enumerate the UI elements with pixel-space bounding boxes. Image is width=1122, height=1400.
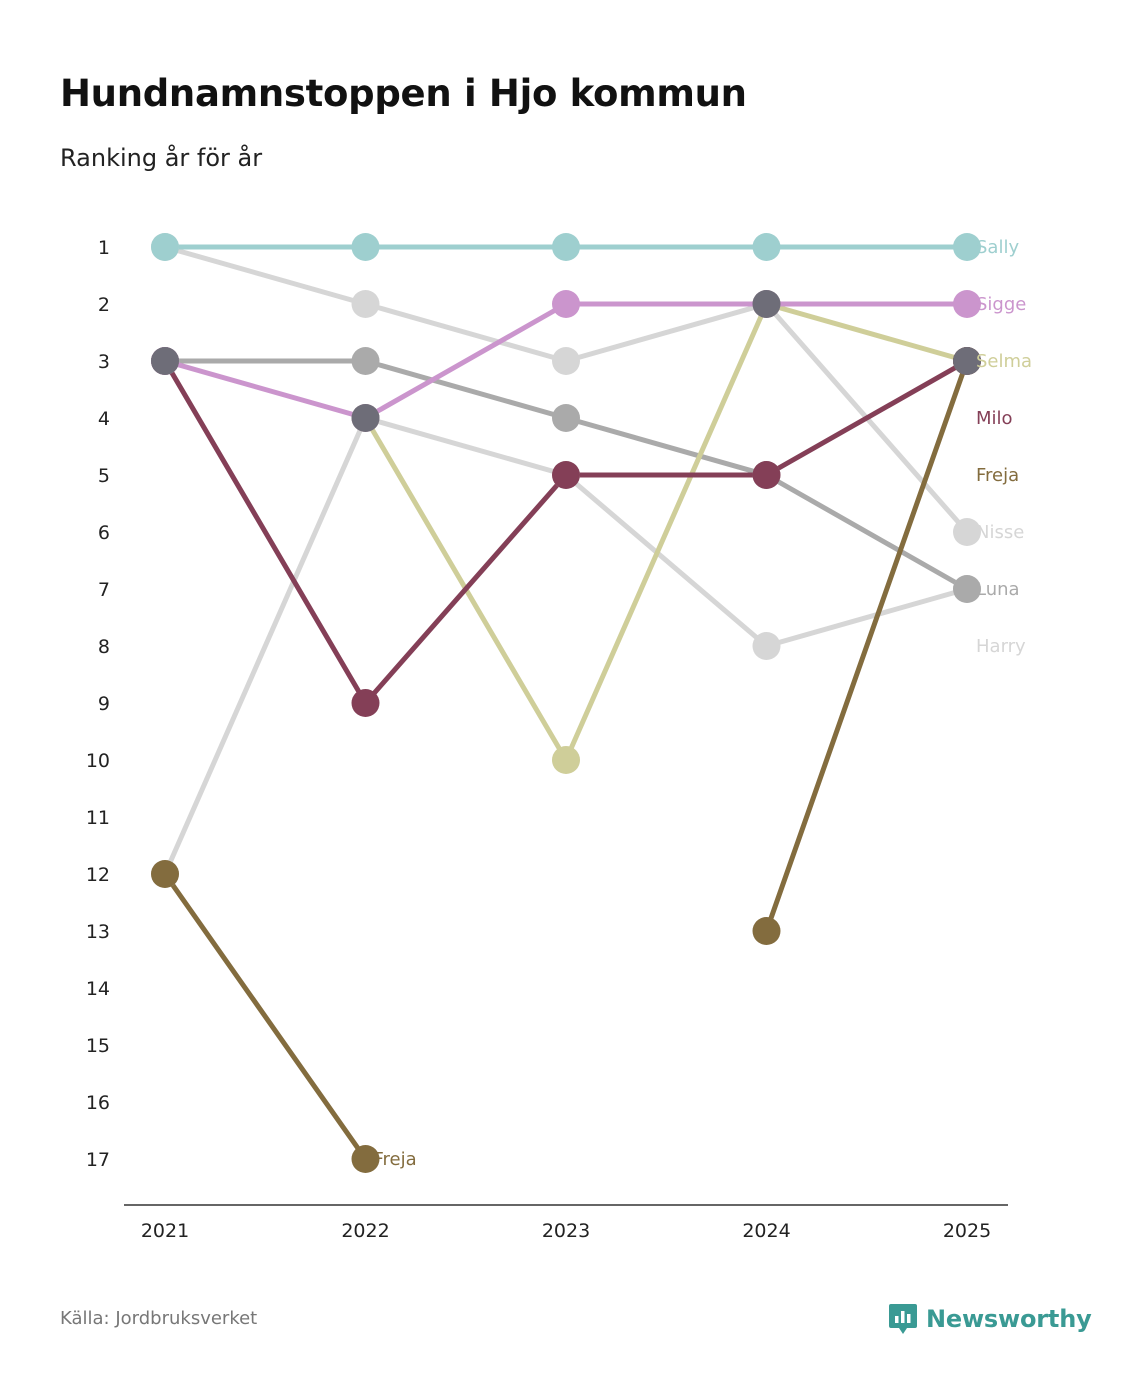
- brand-logo[interactable]: Newsworthy: [888, 1302, 1092, 1336]
- series-line-segment: [563, 472, 769, 649]
- overlap-data-point: [351, 404, 380, 432]
- y-tick-label: 3: [98, 351, 110, 373]
- series-end-label: Sigge: [976, 294, 1026, 315]
- series-line-segment: [764, 301, 970, 364]
- data-point: [552, 290, 580, 318]
- data-point: [351, 1145, 380, 1173]
- series-line-segment: [162, 871, 368, 1162]
- newsworthy-logo-icon: [889, 1304, 917, 1334]
- series-luna: [162, 358, 970, 592]
- series-freja: [162, 358, 970, 1162]
- data-point: [351, 233, 380, 261]
- series-line-segment: [563, 301, 769, 364]
- x-tick-label: 2021: [141, 1220, 189, 1242]
- chart-subtitle: Ranking år för år: [60, 144, 263, 172]
- y-tick-label: 16: [86, 1092, 110, 1114]
- series-line-segment: [363, 415, 569, 478]
- series-inline-label: Freja: [374, 1149, 417, 1170]
- data-point: [953, 233, 981, 261]
- y-tick-label: 15: [86, 1035, 110, 1057]
- data-point: [552, 233, 580, 261]
- x-tick-label: 2023: [542, 1220, 590, 1242]
- series-line-segment: [563, 415, 769, 478]
- y-tick-label: 5: [98, 465, 110, 487]
- x-tick-label: 2022: [341, 1220, 389, 1242]
- overlap-data-point: [151, 347, 179, 375]
- x-tick-label: 2024: [742, 1220, 790, 1242]
- y-tick-label: 17: [86, 1149, 110, 1171]
- y-tick-label: 13: [86, 921, 110, 943]
- data-point: [351, 290, 380, 318]
- series-line-segment: [764, 472, 970, 592]
- series-end-label: Luna: [976, 579, 1020, 600]
- series-line-segment: [563, 301, 769, 763]
- series-sigge: [162, 301, 970, 421]
- series-line-segment: [764, 586, 970, 649]
- y-tick-label: 1: [98, 237, 110, 259]
- x-tick-label: 2025: [943, 1220, 991, 1242]
- data-point: [151, 860, 179, 888]
- data-point: [953, 518, 981, 546]
- series-end-label: Selma: [976, 351, 1032, 372]
- series-end-label: Sally: [976, 237, 1019, 258]
- data-point: [552, 746, 580, 774]
- series-nisse: [162, 244, 970, 535]
- data-point: [752, 233, 781, 261]
- series-milo: [162, 358, 970, 706]
- data-point: [552, 347, 580, 375]
- y-tick-label: 6: [98, 522, 110, 544]
- series-end-label: Nisse: [976, 522, 1024, 543]
- series-harry: [162, 415, 970, 877]
- data-point: [953, 290, 981, 318]
- series-line-segment: [363, 358, 569, 421]
- series-line-segment: [363, 472, 569, 706]
- series-end-label: Freja: [976, 465, 1019, 486]
- y-tick-label: 11: [86, 807, 110, 829]
- data-point: [151, 233, 179, 261]
- data-point: [552, 461, 580, 489]
- series-selma: [363, 301, 970, 763]
- y-tick-label: 9: [98, 693, 110, 715]
- series-line-segment: [363, 301, 569, 364]
- series-end-label: Milo: [976, 408, 1013, 429]
- series-line-segment: [162, 358, 368, 421]
- series-line-segment: [764, 358, 970, 934]
- y-tick-label: 10: [86, 750, 110, 772]
- series-line-segment: [162, 415, 368, 877]
- series-line-segment: [162, 244, 368, 307]
- data-point: [351, 347, 380, 375]
- series-line-segment: [363, 301, 569, 421]
- y-tick-label: 14: [86, 978, 110, 1000]
- overlap-data-point: [953, 347, 981, 375]
- data-point: [752, 917, 781, 945]
- y-tick-label: 8: [98, 636, 110, 658]
- source-note: Källa: Jordbruksverket: [60, 1308, 258, 1329]
- y-tick-label: 2: [98, 294, 110, 316]
- series-line-segment: [162, 358, 368, 706]
- data-point: [552, 404, 580, 432]
- data-point: [752, 461, 781, 489]
- y-tick-label: 7: [98, 579, 110, 601]
- y-tick-label: 12: [86, 864, 110, 886]
- brand-name: Newsworthy: [926, 1305, 1092, 1333]
- data-point: [953, 575, 981, 603]
- series-line-segment: [764, 358, 970, 478]
- chart-title: Hundnamnstoppen i Hjo kommun: [60, 72, 747, 115]
- overlap-data-point: [752, 290, 781, 318]
- series-end-label: Harry: [976, 636, 1026, 657]
- data-point: [351, 689, 380, 717]
- data-point: [752, 632, 781, 660]
- y-tick-label: 4: [98, 408, 110, 430]
